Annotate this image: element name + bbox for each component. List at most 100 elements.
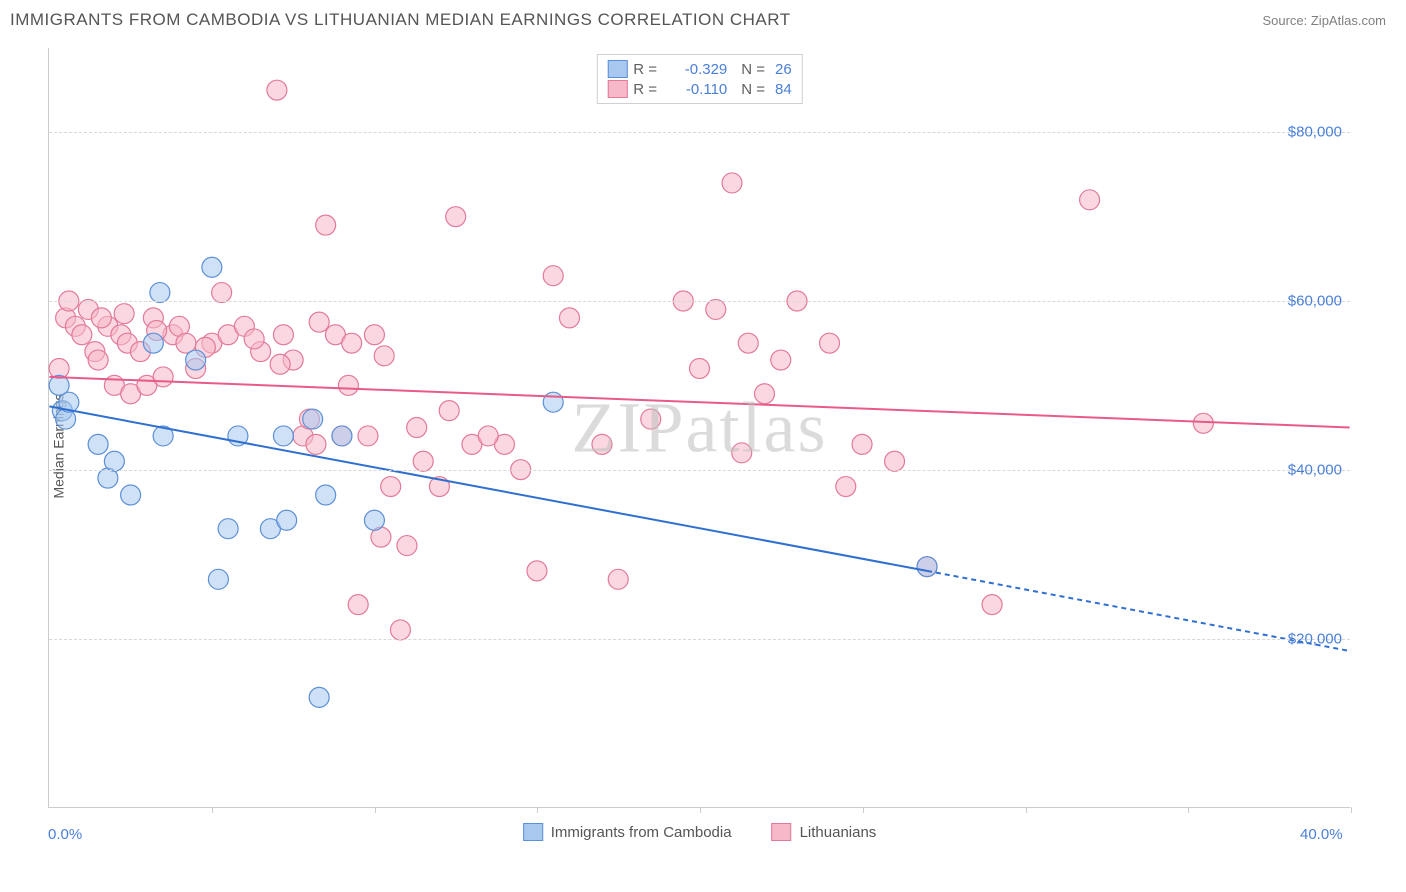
bottom-legend: Immigrants from Cambodia Lithuanians — [523, 823, 877, 841]
data-point — [732, 443, 752, 463]
y-tick-label: $20,000 — [1288, 631, 1342, 648]
data-point — [104, 451, 124, 471]
data-point — [212, 283, 232, 303]
data-point — [543, 392, 563, 412]
data-point — [150, 283, 170, 303]
data-point — [439, 401, 459, 421]
r-label: R = — [633, 61, 661, 78]
y-tick-label: $40,000 — [1288, 462, 1342, 479]
data-point — [153, 367, 173, 387]
data-point — [413, 451, 433, 471]
data-point — [332, 426, 352, 446]
data-point — [273, 426, 293, 446]
x-tick — [375, 807, 376, 813]
bottom-legend-cambodia: Immigrants from Cambodia — [523, 823, 732, 841]
data-point — [348, 595, 368, 615]
data-point — [121, 485, 141, 505]
data-point — [358, 426, 378, 446]
data-point — [559, 308, 579, 328]
r-value-lithuanians: -0.110 — [667, 81, 727, 98]
x-tick — [700, 807, 701, 813]
data-point — [309, 312, 329, 332]
n-value-cambodia: 26 — [775, 61, 792, 78]
data-point — [114, 304, 134, 324]
data-point — [1080, 190, 1100, 210]
chart-plot-area: ZIPatlas R = -0.329 N = 26 R = -0.110 N … — [48, 48, 1350, 808]
data-point — [543, 266, 563, 286]
data-point — [641, 409, 661, 429]
data-point — [316, 215, 336, 235]
data-point — [309, 687, 329, 707]
data-point — [338, 375, 358, 395]
data-point — [374, 346, 394, 366]
x-axis-min-label: 0.0% — [48, 826, 82, 843]
legend-row-cambodia: R = -0.329 N = 26 — [607, 59, 791, 79]
data-point — [917, 557, 937, 577]
data-point — [273, 325, 293, 345]
data-point — [706, 299, 726, 319]
data-point — [527, 561, 547, 581]
data-point — [982, 595, 1002, 615]
legend-label-lithuanians: Lithuanians — [800, 824, 877, 841]
data-point — [885, 451, 905, 471]
x-tick — [1351, 807, 1352, 813]
data-point — [267, 80, 287, 100]
chart-title: IMMIGRANTS FROM CAMBODIA VS LITHUANIAN M… — [10, 10, 791, 30]
data-point — [1193, 413, 1213, 433]
data-point — [306, 434, 326, 454]
source-attribution: Source: ZipAtlas.com — [1262, 13, 1386, 28]
data-point — [218, 519, 238, 539]
data-point — [277, 510, 297, 530]
y-tick-label: $60,000 — [1288, 293, 1342, 310]
swatch-lithuanians — [607, 80, 627, 98]
data-point — [88, 350, 108, 370]
data-point — [364, 510, 384, 530]
scatter-svg — [49, 48, 1350, 807]
x-tick — [1188, 807, 1189, 813]
n-label: N = — [741, 81, 765, 98]
data-point — [446, 207, 466, 227]
legend-label-cambodia: Immigrants from Cambodia — [551, 824, 732, 841]
x-tick — [212, 807, 213, 813]
data-point — [722, 173, 742, 193]
x-tick — [537, 807, 538, 813]
gridline-h — [49, 132, 1350, 133]
trend-line — [49, 377, 1349, 428]
data-point — [738, 333, 758, 353]
data-point — [303, 409, 323, 429]
data-point — [690, 358, 710, 378]
data-point — [316, 485, 336, 505]
n-label: N = — [741, 61, 765, 78]
data-point — [852, 434, 872, 454]
r-label: R = — [633, 81, 661, 98]
data-point — [820, 333, 840, 353]
bottom-legend-lithuanians: Lithuanians — [772, 823, 877, 841]
gridline-h — [49, 639, 1350, 640]
data-point — [755, 384, 775, 404]
data-point — [407, 418, 427, 438]
data-point — [364, 325, 384, 345]
data-point — [208, 569, 228, 589]
swatch-cambodia-b — [523, 823, 543, 841]
data-point — [771, 350, 791, 370]
gridline-h — [49, 470, 1350, 471]
data-point — [202, 257, 222, 277]
data-point — [381, 477, 401, 497]
data-point — [244, 329, 264, 349]
correlation-legend: R = -0.329 N = 26 R = -0.110 N = 84 — [596, 54, 802, 104]
data-point — [72, 325, 92, 345]
data-point — [270, 354, 290, 374]
data-point — [836, 477, 856, 497]
legend-row-lithuanians: R = -0.110 N = 84 — [607, 79, 791, 99]
data-point — [186, 350, 206, 370]
swatch-cambodia — [607, 60, 627, 78]
data-point — [143, 333, 163, 353]
x-tick — [863, 807, 864, 813]
n-value-lithuanians: 84 — [775, 81, 792, 98]
swatch-lithuanians-b — [772, 823, 792, 841]
x-tick — [1026, 807, 1027, 813]
data-point — [608, 569, 628, 589]
data-point — [478, 426, 498, 446]
data-point — [397, 536, 417, 556]
gridline-h — [49, 301, 1350, 302]
